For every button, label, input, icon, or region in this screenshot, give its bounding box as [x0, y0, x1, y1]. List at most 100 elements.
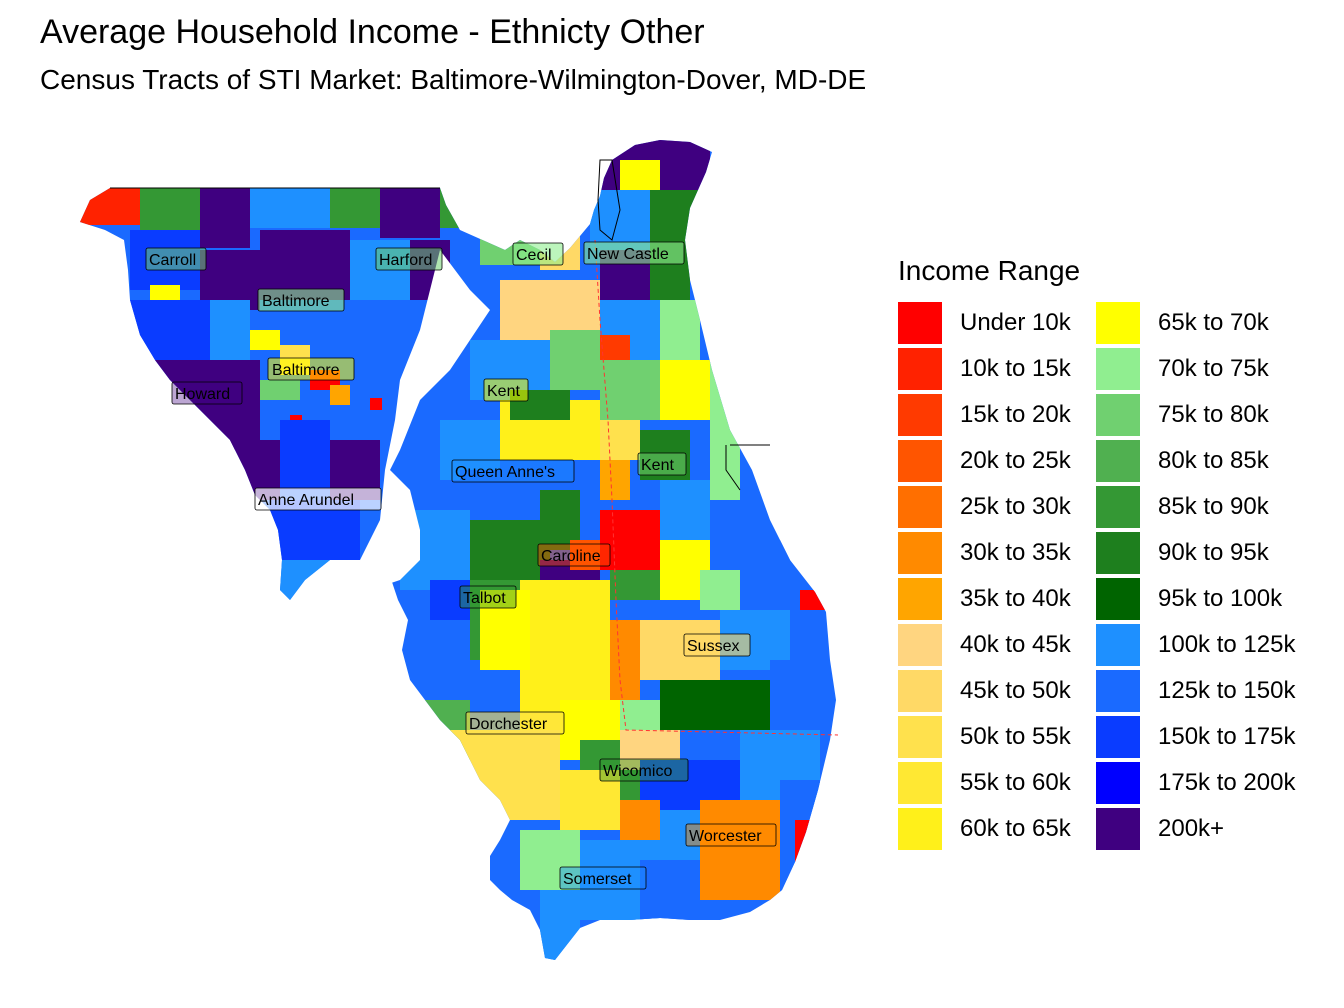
- county-labels: Carroll Harford Cecil New Castle Baltimo…: [145, 241, 777, 890]
- map-title: Average Household Income - Ethnicty Othe…: [40, 13, 705, 51]
- county-label-dorchester: Dorchester: [465, 711, 565, 735]
- income-legend: Income Range Under 10k 10k to 15k 15k to 2…: [898, 250, 1318, 860]
- legend-label: 75k to 80k: [1158, 401, 1269, 428]
- county-label-wicomico: Wicomico: [599, 758, 689, 782]
- legend-swatch: [898, 532, 942, 574]
- svg-text:Kent: Kent: [641, 457, 674, 474]
- legend-item: 80k to 85k: [1096, 438, 1296, 484]
- legend-label: Under 10k: [960, 309, 1071, 336]
- legend-item: 95k to 100k: [1096, 576, 1296, 622]
- legend-item: 75k to 80k: [1096, 392, 1296, 438]
- legend-item: 45k to 50k: [898, 668, 1098, 714]
- coast-line: [725, 444, 770, 491]
- legend-label: 60k to 65k: [960, 815, 1071, 842]
- legend-item: 200k+: [1096, 806, 1296, 852]
- legend-item: 50k to 55k: [898, 714, 1098, 760]
- legend-swatch: [1096, 302, 1140, 344]
- map-subtitle: Census Tracts of STI Market: Baltimore-W…: [40, 64, 867, 95]
- county-label-harford: Harford: [375, 247, 443, 271]
- legend-swatch: [898, 440, 942, 482]
- legend-label: 55k to 60k: [960, 769, 1071, 796]
- state-border: [597, 159, 621, 241]
- legend-item: 175k to 200k: [1096, 760, 1296, 806]
- legend-label: 80k to 85k: [1158, 447, 1269, 474]
- legend-label: 90k to 95k: [1158, 539, 1269, 566]
- legend-swatch: [898, 348, 942, 390]
- legend-label: 85k to 90k: [1158, 493, 1269, 520]
- legend-item: 20k to 25k: [898, 438, 1098, 484]
- svg-text:Howard: Howard: [175, 386, 230, 403]
- svg-text:Dorchester: Dorchester: [469, 716, 548, 733]
- svg-text:Sussex: Sussex: [687, 638, 739, 655]
- svg-text:Talbot: Talbot: [463, 590, 506, 607]
- legend-swatch: [898, 716, 942, 758]
- legend-swatch: [1096, 716, 1140, 758]
- legend-swatch: [1096, 670, 1140, 712]
- legend-item: 70k to 75k: [1096, 346, 1296, 392]
- county-label-howard: Howard: [171, 381, 243, 405]
- legend-label: 45k to 50k: [960, 677, 1071, 704]
- legend-label: 100k to 125k: [1158, 631, 1296, 658]
- county-label-carroll: Carroll: [145, 247, 207, 271]
- legend-item: 15k to 20k: [898, 392, 1098, 438]
- legend-swatch: [1096, 486, 1140, 528]
- county-label-queen-annes: Queen Anne's: [451, 459, 575, 483]
- legend-swatch: [1096, 348, 1140, 390]
- svg-text:Anne Arundel: Anne Arundel: [258, 492, 354, 509]
- svg-text:Baltimore: Baltimore: [262, 293, 330, 310]
- county-label-cecil: Cecil: [512, 242, 564, 266]
- svg-text:Baltimore: Baltimore: [272, 362, 340, 379]
- legend-label: 70k to 75k: [1158, 355, 1269, 382]
- legend-label: 175k to 200k: [1158, 769, 1296, 796]
- legend-label: 95k to 100k: [1158, 585, 1283, 612]
- legend-swatch: [1096, 808, 1140, 850]
- county-label-anne-arundel: Anne Arundel: [254, 487, 382, 511]
- svg-text:Kent: Kent: [487, 383, 520, 400]
- county-label-kent-de: Kent: [637, 452, 687, 476]
- svg-text:New Castle: New Castle: [587, 246, 669, 263]
- legend-swatch: [898, 394, 942, 436]
- county-label-talbot: Talbot: [459, 585, 517, 609]
- legend-label: 15k to 20k: [960, 401, 1071, 428]
- legend-item: 30k to 35k: [898, 530, 1098, 576]
- legend-swatch: [898, 762, 942, 804]
- legend-items: Under 10k 10k to 15k 15k to 20k 20k to 25k 2…: [898, 300, 1318, 852]
- legend-label: 25k to 30k: [960, 493, 1071, 520]
- legend-item: 85k to 90k: [1096, 484, 1296, 530]
- svg-text:Wicomico: Wicomico: [603, 763, 672, 780]
- legend-label: 200k+: [1158, 815, 1225, 842]
- svg-text:Somerset: Somerset: [563, 871, 632, 888]
- legend-item: 150k to 175k: [1096, 714, 1296, 760]
- legend-label: 10k to 15k: [960, 355, 1071, 382]
- legend-item: 35k to 40k: [898, 576, 1098, 622]
- county-label-new-castle: New Castle: [583, 241, 685, 265]
- legend-label: 35k to 40k: [960, 585, 1071, 612]
- legend-swatch: [1096, 440, 1140, 482]
- legend-item: 65k to 70k: [1096, 300, 1296, 346]
- svg-text:Queen Anne's: Queen Anne's: [455, 464, 555, 481]
- legend-item: 25k to 30k: [898, 484, 1098, 530]
- legend-item: 90k to 95k: [1096, 530, 1296, 576]
- county-label-baltimore-city: Baltimore: [267, 357, 355, 381]
- legend-swatch: [1096, 532, 1140, 574]
- legend-swatch: [898, 486, 942, 528]
- svg-text:Harford: Harford: [379, 252, 432, 269]
- legend-item: 55k to 60k: [898, 760, 1098, 806]
- county-label-baltimore: Baltimore: [257, 288, 345, 312]
- legend-label: 150k to 175k: [1158, 723, 1296, 750]
- bay-water: [360, 250, 490, 590]
- legend-swatch: [1096, 394, 1140, 436]
- legend-item: Under 10k: [898, 300, 1098, 346]
- md-de-border: [594, 239, 839, 736]
- svg-text:Worcester: Worcester: [689, 828, 762, 845]
- legend-swatch: [898, 808, 942, 850]
- legend-swatch: [1096, 624, 1140, 666]
- svg-text:Caroline: Caroline: [541, 548, 601, 565]
- county-label-sussex: Sussex: [683, 633, 751, 657]
- county-label-worcester: Worcester: [685, 823, 777, 847]
- legend-swatch: [898, 302, 942, 344]
- county-label-somerset: Somerset: [559, 866, 647, 890]
- legend-label: 30k to 35k: [960, 539, 1071, 566]
- legend-item: 40k to 45k: [898, 622, 1098, 668]
